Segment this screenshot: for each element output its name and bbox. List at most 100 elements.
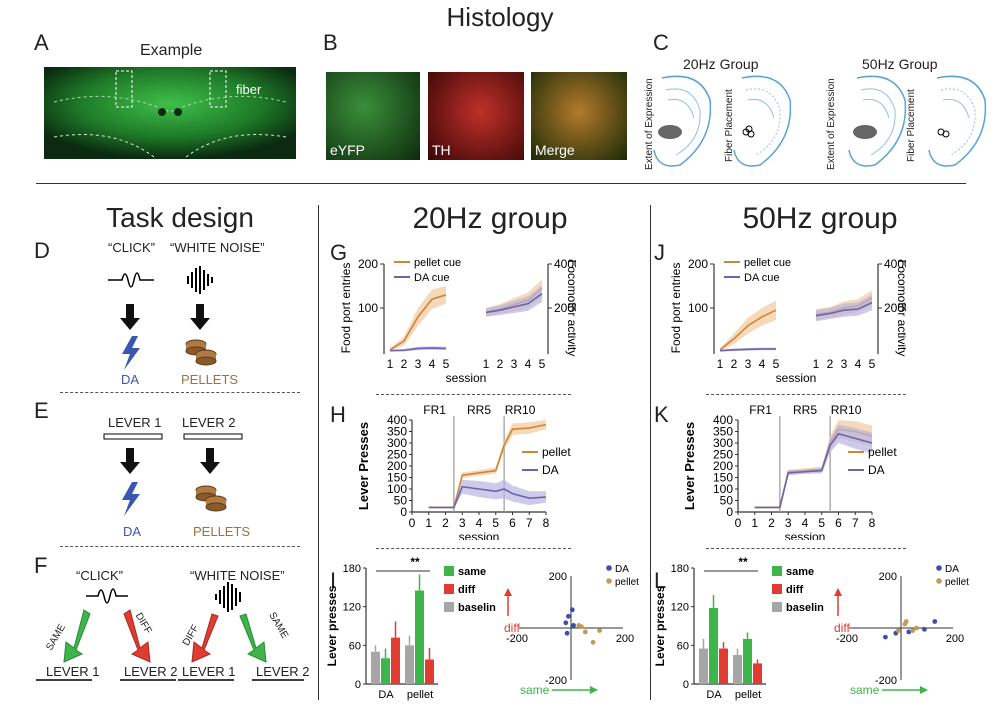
- x-tick-label: 5: [773, 357, 780, 371]
- x-tick-label: 1: [483, 357, 490, 371]
- y-tick-label: 350: [387, 425, 407, 439]
- chart-l: 0 60 120 180 Lever presses DA pellet ** same diff…: [654, 555, 824, 701]
- f-click-label: “CLICK”: [76, 568, 123, 583]
- series-band-pellet: [428, 420, 546, 509]
- legend-label-pellet-cue: pellet cue: [414, 257, 461, 269]
- y-tick-label: 300: [387, 436, 407, 450]
- phase-label: FR1: [749, 403, 772, 417]
- y-tick-label: 300: [713, 436, 733, 450]
- x-tick-label: 8: [543, 516, 550, 530]
- series-line-1: [389, 347, 447, 352]
- arrow-diff-icon: [191, 613, 219, 663]
- x-tick-label: 1: [717, 357, 724, 371]
- legend-label-pellet: pellet: [542, 445, 571, 459]
- x-tick-label: pellet: [407, 689, 433, 701]
- series-band-DA: [428, 479, 546, 509]
- y-axis-label: Lever presses: [654, 585, 667, 666]
- y-tick-label: 250: [387, 448, 407, 462]
- point-DA: [883, 634, 888, 640]
- series-line-DA: [428, 485, 547, 509]
- e-diagram: [103, 433, 243, 516]
- image-th: [428, 72, 524, 160]
- dash-50hz-2: [706, 548, 906, 549]
- y-axis-label: Food port entries: [669, 263, 683, 354]
- x-tick-label: 4: [759, 357, 766, 371]
- arrow-same-icon: [239, 613, 267, 663]
- brain-section-image: [44, 67, 296, 159]
- point-DA: [571, 623, 576, 628]
- c-label-extent-50: Extent of Expression: [826, 78, 837, 170]
- legend-label-DA: DA: [945, 564, 959, 575]
- bar-baseline-pellet: [405, 645, 414, 684]
- y2-tick-label: 2000: [884, 301, 906, 315]
- panel-letter-f: F: [34, 553, 48, 578]
- x-tick-label: 7: [852, 516, 859, 530]
- x-axis-label: session: [785, 530, 826, 540]
- white-noise-waveform-icon: [187, 266, 213, 294]
- y-tick-label: 120: [343, 602, 361, 614]
- panel-letter-j: J: [654, 240, 665, 265]
- pellets-icon: [195, 485, 227, 512]
- y-tick-label: -200: [875, 675, 897, 687]
- legend-label-da-cue: DA cue: [414, 272, 449, 284]
- d-out-pellets: PELLETS: [181, 372, 239, 387]
- y-tick-label: 0: [726, 505, 733, 519]
- y-tick-label: 150: [713, 471, 733, 485]
- example-title: Example: [140, 42, 203, 59]
- x-tick-label: 5: [818, 516, 825, 530]
- y-tick-label: 120: [671, 602, 689, 614]
- legend-label-da: DA: [868, 463, 885, 477]
- x-tick-label: DA: [706, 689, 722, 701]
- c-label-fiber-20: Fiber Placement: [724, 89, 735, 162]
- y-tick-label: 0: [400, 505, 407, 519]
- legend-label-pellet-cue: pellet cue: [744, 257, 791, 269]
- y-tick-label: 60: [677, 640, 689, 652]
- bar-same-DA: [709, 607, 718, 684]
- point-DA: [564, 630, 570, 636]
- e-lever1-label: LEVER 1: [108, 415, 162, 430]
- point-pellet: [597, 628, 602, 633]
- white-noise-waveform-icon: [215, 582, 241, 612]
- point-pellet: [910, 628, 916, 633]
- legend-swatch-same: [444, 566, 454, 576]
- series-line-3: [815, 301, 873, 317]
- lightning-icon: [122, 482, 140, 516]
- x-tick-label: 0: [409, 516, 416, 530]
- bar-same-DA: [381, 658, 390, 684]
- panel-letter-l: L: [654, 568, 667, 593]
- c-label-extent-20: Extent of Expression: [644, 78, 655, 170]
- x-tick-label: 4: [476, 516, 483, 530]
- x-tick-label: 7: [526, 516, 533, 530]
- bar-baseline-DA: [699, 648, 708, 684]
- y-tick-label: -200: [545, 675, 567, 687]
- x-tick-label: -200: [506, 633, 528, 645]
- phase-label: FR1: [423, 403, 446, 417]
- label-th: TH: [432, 142, 451, 158]
- phase-label: RR10: [505, 403, 536, 417]
- y-tick-label: 200: [879, 571, 897, 583]
- atlas-diagrams: [653, 75, 987, 167]
- arrow-down-icon: [200, 448, 220, 474]
- y-tick-label: 100: [713, 482, 733, 496]
- x-tick-label: pellet: [735, 689, 761, 701]
- point-pellet: [903, 619, 909, 624]
- y-tick-label: 0: [683, 679, 689, 691]
- phase-label: RR10: [831, 403, 862, 417]
- y2-tick-label: 2000: [554, 301, 576, 315]
- y-tick-label: 200: [688, 257, 708, 271]
- y-tick-label: 100: [688, 301, 708, 315]
- y-tick-label: 350: [713, 425, 733, 439]
- y-tick-label: 400: [713, 413, 733, 427]
- panel-letter-k: K: [654, 402, 669, 427]
- click-waveform-icon: [86, 588, 128, 604]
- x-tick-label: 5: [539, 357, 546, 371]
- section-divider: [36, 183, 966, 184]
- point-DA: [566, 613, 571, 619]
- dash-20hz-2: [376, 548, 571, 549]
- x-axis-label: session: [446, 371, 487, 385]
- legend-label-diff: diff: [786, 584, 803, 596]
- bar-same-pellet: [415, 590, 424, 684]
